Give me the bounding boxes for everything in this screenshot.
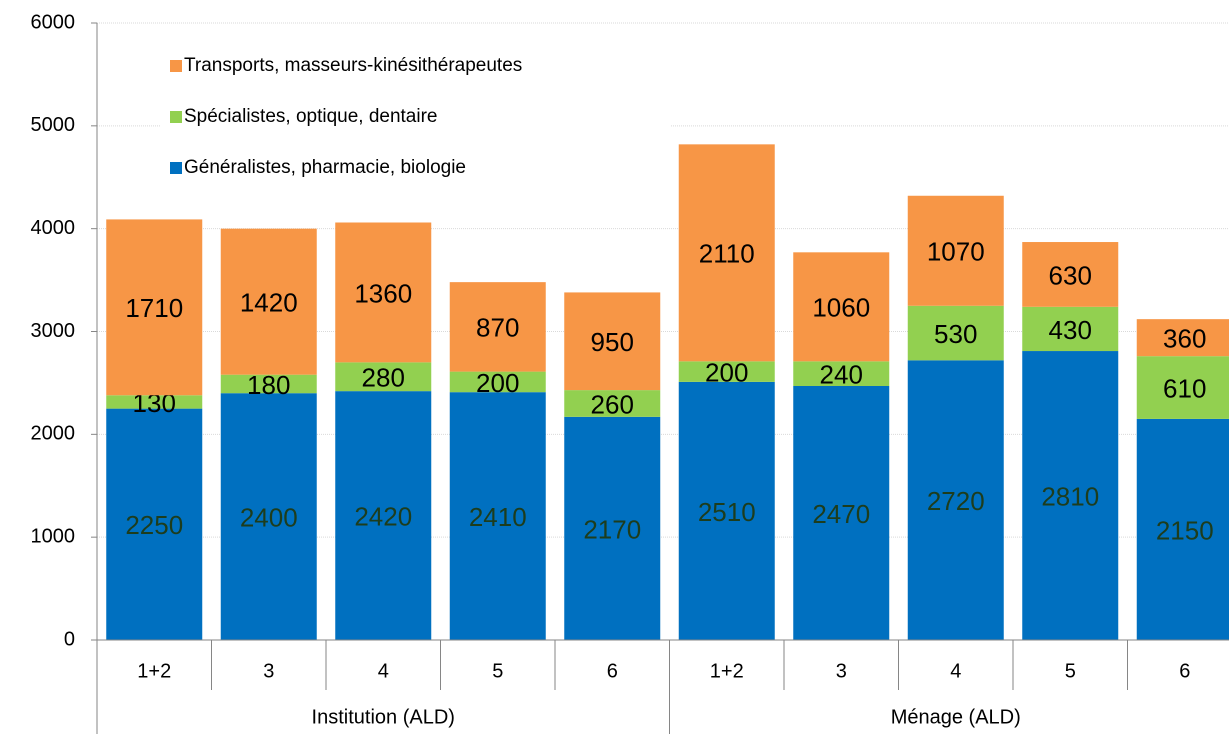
data-label: 2250: [125, 510, 183, 540]
bar-segment: [220, 393, 317, 640]
data-label: 2170: [583, 514, 641, 544]
y-tick-label: 1000: [31, 525, 76, 547]
bar-segment: [1022, 306, 1119, 352]
bar-segment: [793, 361, 890, 387]
legend-label: Généralistes, pharmacie, biologie: [184, 157, 466, 178]
y-tick-label: 3000: [31, 320, 76, 342]
y-tick-label: 6000: [31, 11, 76, 33]
bar-segment: [220, 228, 317, 375]
bar-segment: [335, 222, 432, 363]
x-tick-label: 5: [1065, 660, 1076, 682]
x-tick-label: 3: [836, 660, 847, 682]
bar-segment: [678, 361, 775, 382]
data-label: 1070: [927, 237, 985, 267]
bar-segment: [793, 252, 890, 362]
group-label: Ménage (ALD): [891, 706, 1021, 728]
bar-segment: [220, 374, 317, 394]
data-label: 2410: [469, 502, 527, 532]
bar-segment: [793, 386, 890, 640]
data-label: 1360: [354, 278, 412, 308]
data-label: 2400: [240, 502, 298, 532]
bar-segment: [449, 371, 546, 393]
y-tick-label: 2000: [31, 423, 76, 445]
bar-segment: [564, 390, 661, 417]
data-label: 2470: [812, 499, 870, 529]
x-tick-label: 5: [492, 660, 503, 682]
y-tick-label: 0: [64, 628, 75, 650]
data-label: 950: [591, 327, 634, 357]
bar-segment: [907, 360, 1004, 640]
data-label: 1710: [125, 293, 183, 323]
data-label: 2510: [698, 497, 756, 527]
bar-segment: [1022, 242, 1119, 307]
legend-label: Spécialistes, optique, dentaire: [184, 106, 438, 127]
data-label: 200: [476, 368, 519, 398]
y-tick-label: 5000: [31, 114, 76, 136]
data-label: 360: [1163, 324, 1206, 354]
bar-segment: [678, 381, 775, 640]
bar-segment: [449, 392, 546, 640]
bar-segment: [335, 391, 432, 640]
group-label: Institution (ALD): [312, 706, 455, 728]
data-label: 2420: [354, 501, 412, 531]
data-label: 870: [476, 313, 519, 343]
bar-segment: [106, 219, 203, 396]
data-label: 630: [1049, 260, 1092, 290]
bar-segment: [564, 416, 661, 640]
data-label: 2110: [699, 239, 755, 269]
data-label: 200: [705, 357, 748, 387]
bar-segment: [106, 395, 203, 409]
y-tick-label: 4000: [31, 217, 76, 239]
x-tick-label: 6: [607, 660, 618, 682]
data-label: 2810: [1041, 481, 1099, 511]
data-label: 430: [1049, 315, 1092, 345]
bar-segment: [907, 305, 1004, 361]
data-label: 2150: [1156, 515, 1214, 545]
x-tick-label: 1+2: [137, 660, 171, 682]
bar-segment: [678, 144, 775, 362]
x-tick-label: 4: [950, 660, 961, 682]
data-label: 2720: [927, 486, 985, 516]
bar-segment: [335, 362, 432, 392]
bar-segment: [106, 408, 203, 640]
bar-segment: [564, 292, 661, 391]
legend-label: Transports, masseurs-kinésithérapeutes: [184, 55, 522, 76]
legend-swatch: [170, 162, 182, 174]
x-tick-label: 4: [378, 660, 389, 682]
bar-segment: [1136, 418, 1229, 640]
legend-swatch: [170, 111, 182, 123]
data-label: 240: [820, 360, 863, 390]
data-label: 1060: [812, 293, 870, 323]
data-label: 260: [591, 389, 634, 419]
legend-swatch: [170, 60, 182, 72]
data-label: 280: [362, 363, 405, 393]
bar-segment: [1136, 356, 1229, 419]
bar-segment: [1136, 319, 1229, 357]
bar-segment: [907, 195, 1004, 306]
data-label: 1420: [240, 288, 298, 318]
data-label: 610: [1163, 373, 1206, 403]
legend-box: [160, 40, 670, 190]
x-tick-label: 3: [263, 660, 274, 682]
bar-segment: [449, 282, 546, 372]
bar-segment: [1022, 351, 1119, 640]
data-label: 180: [247, 370, 290, 400]
data-label: 530: [934, 319, 977, 349]
x-tick-label: 6: [1179, 660, 1190, 682]
x-tick-label: 1+2: [710, 660, 744, 682]
